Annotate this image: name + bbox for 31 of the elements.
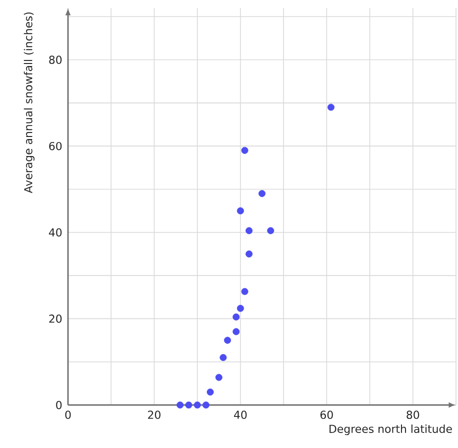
point [185,402,192,408]
point [224,336,232,344]
y-tick-label: 40 [48,228,62,237]
point [246,227,253,234]
point [241,288,248,296]
y-axis-title: Average annual snowfall (inches) [24,12,34,194]
y-tick-label: 20 [49,314,62,323]
point [241,146,248,154]
point [267,227,274,234]
y-tick-label: 60 [49,142,62,150]
point [220,354,227,362]
point [232,328,240,336]
point [246,250,253,258]
point [258,190,266,198]
point [206,388,214,396]
point [194,402,201,408]
x-tick-label: 40 [234,410,247,419]
x-tick-label: 60 [320,410,333,419]
point [236,207,244,214]
point [236,304,244,312]
point [176,402,184,408]
x-tick-label: 0 [65,410,71,419]
point [327,104,334,111]
x-axis-title: Degrees north latitude [330,424,452,436]
x-tick-label: 20 [148,410,160,419]
point [232,313,240,320]
y-tick-label: 80 [49,56,62,64]
point [202,402,210,408]
y-tick-label: 0 [56,400,62,410]
point [215,374,222,381]
x-tick-label: 80 [406,410,420,419]
